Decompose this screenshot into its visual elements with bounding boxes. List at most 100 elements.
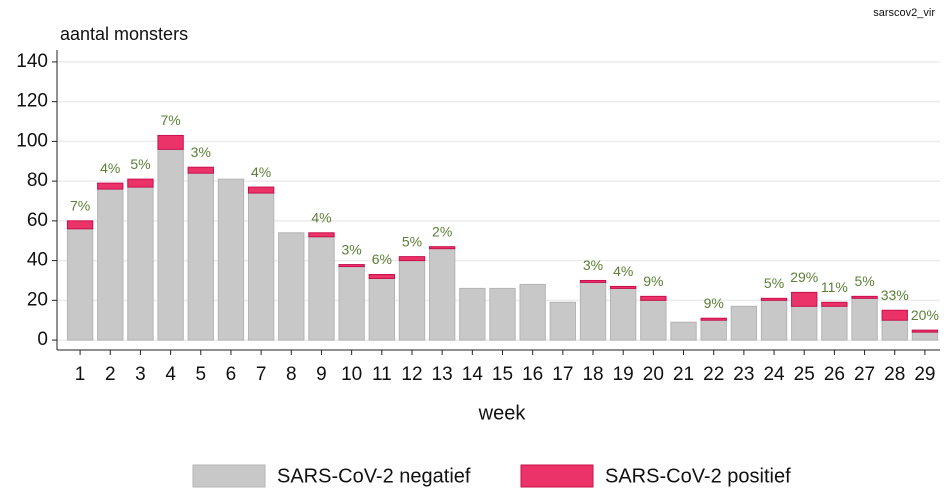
- bar-segment: [821, 301, 848, 307]
- bar-segment: [700, 317, 727, 321]
- y-tick-label: 120: [16, 91, 48, 112]
- percent-label: 33%: [881, 287, 909, 303]
- percent-label: 2%: [432, 223, 452, 239]
- y-tick-label: 80: [27, 170, 48, 191]
- x-tick-label: 18: [582, 364, 603, 385]
- bar-segment: [459, 287, 486, 341]
- percent-label: 5%: [130, 156, 150, 172]
- bar-segment: [911, 331, 939, 341]
- x-tick-label: 8: [286, 364, 297, 385]
- y-tick-label: 60: [27, 210, 48, 231]
- y-tick-label: 20: [27, 289, 48, 310]
- percent-label: 4%: [311, 209, 331, 225]
- legend-label: SARS-CoV-2 positief: [605, 465, 791, 487]
- x-tick-label: 4: [165, 364, 176, 385]
- bar-segment: [187, 166, 214, 174]
- bar-segment: [851, 297, 878, 341]
- x-tick-label: 1: [75, 364, 86, 385]
- percent-label: 11%: [821, 279, 848, 295]
- legend-swatch: [520, 464, 594, 488]
- percent-label: 4%: [251, 164, 271, 180]
- legend-swatch: [192, 464, 266, 488]
- legend-label: SARS-CoV-2 negatief: [277, 465, 471, 487]
- bar-segment: [881, 309, 908, 321]
- bar-segment: [579, 281, 607, 341]
- x-tick-label: 3: [135, 364, 146, 385]
- bar-segment: [519, 283, 546, 341]
- bar-segment: [549, 301, 577, 341]
- bar-segment: [247, 192, 275, 341]
- bar-segment: [428, 248, 456, 341]
- percent-label: 4%: [613, 263, 633, 279]
- percent-label: 5%: [402, 233, 422, 249]
- bar-segment: [97, 182, 124, 190]
- bar-segment: [911, 329, 939, 333]
- bar-segment: [760, 297, 788, 301]
- percent-label: 5%: [764, 275, 784, 291]
- x-tick-label: 19: [613, 364, 634, 385]
- bar-segment: [278, 232, 305, 341]
- bar-segment: [127, 178, 154, 188]
- bar-segment: [247, 186, 275, 194]
- x-tick-label: 10: [341, 364, 362, 385]
- x-axis-label: week: [478, 402, 527, 424]
- bar-segment: [217, 178, 245, 341]
- bar-segment: [670, 321, 697, 341]
- x-tick-label: 20: [643, 364, 664, 385]
- percent-label: 3%: [583, 257, 603, 273]
- bar-segment: [791, 305, 818, 341]
- percent-label: 5%: [854, 273, 874, 289]
- bar-segment: [398, 260, 426, 341]
- bar-segment: [368, 274, 395, 279]
- y-tick-label: 40: [27, 250, 48, 271]
- note-label: sarscov2_vir: [873, 7, 935, 19]
- bar-segment: [610, 287, 637, 341]
- x-tick-label: 15: [492, 364, 513, 385]
- percent-label: 20%: [911, 307, 939, 323]
- bar-segment: [640, 295, 667, 301]
- percent-label: 9%: [704, 295, 724, 311]
- bar-segment: [610, 285, 637, 289]
- bar-segment: [398, 256, 426, 262]
- y-tick-label: 0: [37, 329, 48, 350]
- bar-segment: [308, 236, 335, 341]
- bar-segment: [851, 295, 878, 299]
- percent-label: 9%: [643, 273, 663, 289]
- x-tick-label: 5: [195, 364, 206, 385]
- bar-segment: [308, 232, 335, 238]
- bar-segment: [821, 305, 848, 341]
- x-tick-label: 2: [105, 364, 116, 385]
- percent-label: 7%: [160, 112, 180, 128]
- x-tick-label: 21: [673, 364, 694, 385]
- bar-segment: [881, 319, 908, 341]
- x-tick-label: 29: [914, 364, 935, 385]
- x-tick-label: 24: [763, 364, 785, 385]
- bar-segment: [368, 277, 395, 341]
- x-tick-label: 23: [733, 364, 754, 385]
- x-tick-label: 25: [794, 364, 815, 385]
- x-tick-label: 11: [372, 364, 392, 385]
- bar-segment: [127, 186, 154, 341]
- bar-segment: [791, 291, 818, 307]
- bar-segment: [157, 148, 184, 341]
- bar-segment: [579, 279, 607, 283]
- percent-label: 4%: [100, 160, 120, 176]
- bar-segment: [489, 287, 516, 341]
- x-tick-label: 27: [854, 364, 875, 385]
- x-tick-label: 28: [884, 364, 905, 385]
- bar-segment: [66, 220, 94, 230]
- y-tick-label: 100: [16, 130, 48, 151]
- percent-label: 3%: [342, 241, 362, 257]
- x-tick-label: 12: [401, 364, 422, 385]
- x-tick-label: 7: [256, 364, 267, 385]
- bar-segment: [338, 266, 365, 341]
- percent-label: 3%: [191, 144, 211, 160]
- y-tick-label: 140: [16, 51, 48, 72]
- x-tick-label: 6: [226, 364, 237, 385]
- x-tick-label: 26: [824, 364, 845, 385]
- bar-segment: [338, 264, 365, 268]
- percent-label: 29%: [790, 269, 818, 285]
- x-tick-label: 16: [522, 364, 543, 385]
- bar-segment: [187, 172, 214, 341]
